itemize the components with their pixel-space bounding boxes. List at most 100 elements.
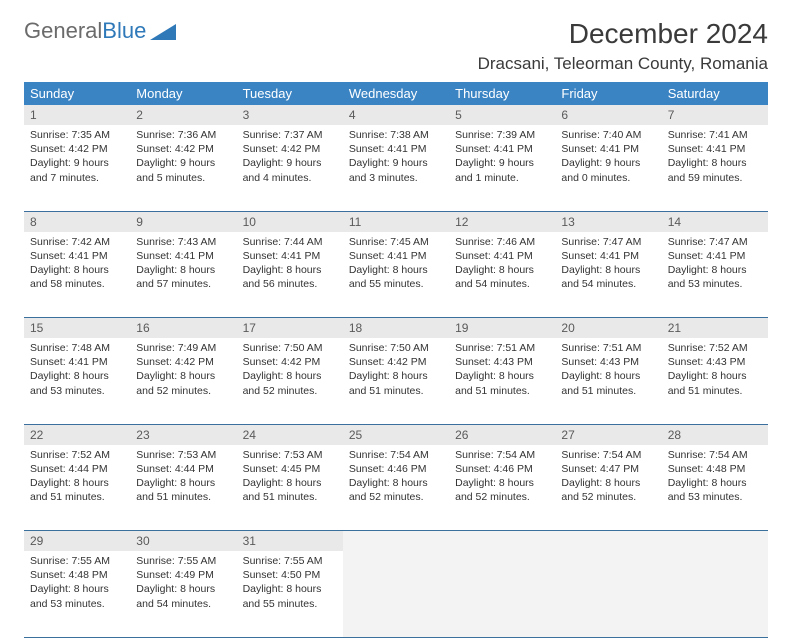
sunrise-label: Sunrise:	[30, 342, 71, 354]
sunrise-line: Sunrise: 7:41 AM	[668, 128, 762, 142]
daylight-line: Daylight: 9 hours and 5 minutes.	[136, 156, 230, 184]
daylight-line: Daylight: 9 hours and 1 minute.	[455, 156, 549, 184]
sunset-line: Sunset: 4:41 PM	[136, 249, 230, 263]
daylight-label: Daylight:	[561, 477, 605, 489]
daylight-label: Daylight:	[455, 264, 499, 276]
sunrise-value: 7:54 AM	[497, 449, 536, 461]
sunrise-line: Sunrise: 7:36 AM	[136, 128, 230, 142]
day-cell-body: Sunrise: 7:50 AMSunset: 4:42 PMDaylight:…	[237, 338, 343, 404]
day-cell: Sunrise: 7:35 AMSunset: 4:42 PMDaylight:…	[24, 125, 130, 211]
day-cell-body: Sunrise: 7:53 AMSunset: 4:44 PMDaylight:…	[130, 445, 236, 511]
sunrise-value: 7:49 AM	[178, 342, 217, 354]
sunset-value: 4:43 PM	[494, 356, 533, 368]
day-number-cell: 6	[555, 105, 661, 125]
day-cell: Sunrise: 7:50 AMSunset: 4:42 PMDaylight:…	[343, 338, 449, 424]
sunset-value: 4:41 PM	[600, 250, 639, 262]
day-cell-body: Sunrise: 7:48 AMSunset: 4:41 PMDaylight:…	[24, 338, 130, 404]
sunrise-line: Sunrise: 7:54 AM	[455, 448, 549, 462]
sunset-label: Sunset:	[668, 356, 707, 368]
daylight-label: Daylight:	[30, 583, 74, 595]
sunset-value: 4:41 PM	[69, 356, 108, 368]
day-number-cell: 22	[24, 424, 130, 445]
sunrise-label: Sunrise:	[561, 236, 602, 248]
sunrise-value: 7:55 AM	[284, 555, 323, 567]
day-cell-body: Sunrise: 7:52 AMSunset: 4:44 PMDaylight:…	[24, 445, 130, 511]
sunset-value: 4:41 PM	[281, 250, 320, 262]
sunset-value: 4:47 PM	[600, 463, 639, 475]
day-number-cell: 24	[237, 424, 343, 445]
day-body-row: Sunrise: 7:55 AMSunset: 4:48 PMDaylight:…	[24, 551, 768, 637]
daylight-line: Daylight: 8 hours and 58 minutes.	[30, 263, 124, 291]
daylight-label: Daylight:	[349, 157, 393, 169]
sunrise-label: Sunrise:	[136, 555, 177, 567]
day-cell: Sunrise: 7:50 AMSunset: 4:42 PMDaylight:…	[237, 338, 343, 424]
sunset-line: Sunset: 4:41 PM	[561, 249, 655, 263]
sunrise-line: Sunrise: 7:51 AM	[455, 341, 549, 355]
day-number-row: 22232425262728	[24, 424, 768, 445]
day-cell-body: Sunrise: 7:54 AMSunset: 4:47 PMDaylight:…	[555, 445, 661, 511]
sunset-label: Sunset:	[561, 143, 600, 155]
daylight-label: Daylight:	[136, 477, 180, 489]
day-cell: Sunrise: 7:49 AMSunset: 4:42 PMDaylight:…	[130, 338, 236, 424]
day-cell-body: Sunrise: 7:35 AMSunset: 4:42 PMDaylight:…	[24, 125, 130, 191]
daylight-line: Daylight: 8 hours and 53 minutes.	[668, 476, 762, 504]
daylight-line: Daylight: 9 hours and 3 minutes.	[349, 156, 443, 184]
day-number-cell	[555, 531, 661, 552]
sunrise-line: Sunrise: 7:45 AM	[349, 235, 443, 249]
day-number-cell: 5	[449, 105, 555, 125]
day-cell: Sunrise: 7:54 AMSunset: 4:48 PMDaylight:…	[662, 445, 768, 531]
sunrise-line: Sunrise: 7:55 AM	[136, 554, 230, 568]
day-number-cell: 20	[555, 318, 661, 339]
sunset-label: Sunset:	[30, 356, 69, 368]
day-cell: Sunrise: 7:45 AMSunset: 4:41 PMDaylight:…	[343, 232, 449, 318]
sunset-label: Sunset:	[349, 463, 388, 475]
day-number-cell: 25	[343, 424, 449, 445]
sunset-value: 4:42 PM	[175, 143, 214, 155]
day-cell: Sunrise: 7:36 AMSunset: 4:42 PMDaylight:…	[130, 125, 236, 211]
sunset-line: Sunset: 4:41 PM	[668, 249, 762, 263]
sunrise-label: Sunrise:	[136, 449, 177, 461]
sunrise-value: 7:48 AM	[71, 342, 110, 354]
sunrise-label: Sunrise:	[561, 449, 602, 461]
day-cell-body: Sunrise: 7:42 AMSunset: 4:41 PMDaylight:…	[24, 232, 130, 298]
sunset-line: Sunset: 4:42 PM	[243, 355, 337, 369]
sunset-value: 4:42 PM	[175, 356, 214, 368]
calendar-table: Sunday Monday Tuesday Wednesday Thursday…	[24, 82, 768, 638]
sunset-value: 4:48 PM	[69, 569, 108, 581]
sunrise-line: Sunrise: 7:53 AM	[243, 448, 337, 462]
daylight-line: Daylight: 8 hours and 54 minutes.	[455, 263, 549, 291]
daylight-line: Daylight: 8 hours and 53 minutes.	[30, 582, 124, 610]
sunrise-label: Sunrise:	[668, 236, 709, 248]
weekday-header-row: Sunday Monday Tuesday Wednesday Thursday…	[24, 82, 768, 105]
sunset-value: 4:49 PM	[175, 569, 214, 581]
sunrise-line: Sunrise: 7:47 AM	[561, 235, 655, 249]
day-cell-body: Sunrise: 7:54 AMSunset: 4:46 PMDaylight:…	[449, 445, 555, 511]
sunset-label: Sunset:	[30, 143, 69, 155]
sunset-label: Sunset:	[243, 250, 282, 262]
brand-logo: GeneralBlue	[24, 18, 176, 44]
sunrise-value: 7:51 AM	[603, 342, 642, 354]
sunrise-line: Sunrise: 7:49 AM	[136, 341, 230, 355]
sunset-value: 4:42 PM	[281, 143, 320, 155]
sunrise-label: Sunrise:	[668, 342, 709, 354]
sunset-line: Sunset: 4:42 PM	[243, 142, 337, 156]
day-cell-body: Sunrise: 7:54 AMSunset: 4:46 PMDaylight:…	[343, 445, 449, 511]
day-number-cell: 8	[24, 211, 130, 232]
sunset-label: Sunset:	[349, 250, 388, 262]
sunrise-value: 7:54 AM	[603, 449, 642, 461]
sunset-label: Sunset:	[243, 143, 282, 155]
sunrise-label: Sunrise:	[136, 129, 177, 141]
sunrise-label: Sunrise:	[30, 555, 71, 567]
day-cell	[555, 551, 661, 637]
sunset-value: 4:48 PM	[706, 463, 745, 475]
sunset-label: Sunset:	[668, 463, 707, 475]
day-number-cell: 12	[449, 211, 555, 232]
day-cell-body: Sunrise: 7:55 AMSunset: 4:50 PMDaylight:…	[237, 551, 343, 617]
daylight-line: Daylight: 8 hours and 51 minutes.	[30, 476, 124, 504]
day-cell: Sunrise: 7:42 AMSunset: 4:41 PMDaylight:…	[24, 232, 130, 318]
day-number-cell: 9	[130, 211, 236, 232]
day-number-cell: 30	[130, 531, 236, 552]
sunset-line: Sunset: 4:48 PM	[668, 462, 762, 476]
day-cell: Sunrise: 7:37 AMSunset: 4:42 PMDaylight:…	[237, 125, 343, 211]
sunset-label: Sunset:	[30, 463, 69, 475]
